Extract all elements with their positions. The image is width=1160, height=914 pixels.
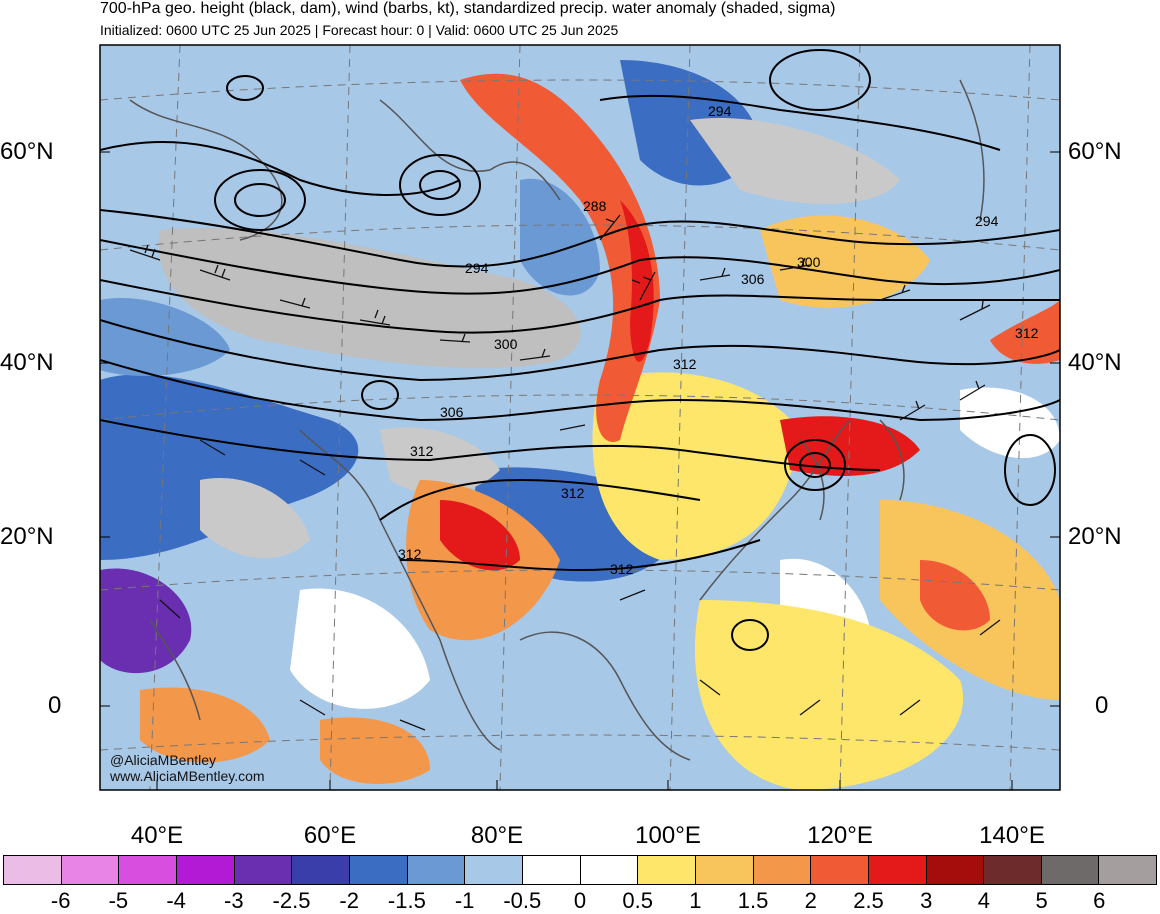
colorbar-label: 0: [573, 888, 587, 913]
coastlines: [129, 79, 985, 761]
lat-label-20n-right: 20°N: [1068, 523, 1122, 550]
colorbar-label: 1: [689, 888, 702, 913]
colorbar-label: -2: [339, 888, 359, 913]
anomaly-region-positive: [320, 717, 430, 784]
colorbar-label: -5: [108, 888, 129, 913]
contour-label: 312: [1015, 325, 1039, 341]
colorbar-box: [465, 856, 523, 884]
contour-labels: 294 288 294 300 306 300 294 312 306 312 …: [398, 103, 1039, 577]
anomaly-region-max-positive: [440, 500, 520, 571]
map-frame: [99, 44, 1061, 791]
wind-barbs: [129, 214, 1001, 731]
height-contours: [100, 49, 1060, 651]
colorbar-box: [349, 856, 408, 884]
axis-ticks: [100, 151, 1060, 790]
colorbar-box: [176, 856, 235, 884]
contour-label: 312: [398, 546, 422, 562]
lat-label-equator: 0: [48, 692, 62, 719]
lat-label-40n-right: 40°N: [1068, 349, 1122, 376]
colorbar-label: -2.5: [272, 888, 311, 913]
anomaly-region-strong-positive: [990, 300, 1060, 364]
colorbar-label: -0.5: [503, 888, 542, 913]
lon-label-60e: 60°E: [303, 822, 357, 849]
contour-label: 294: [708, 103, 732, 119]
colorbar-label: 2.5: [853, 888, 884, 913]
contour-label: 306: [440, 404, 464, 420]
colorbar-box: [753, 856, 812, 884]
contour-label: 312: [673, 356, 697, 372]
colorbar-box: [638, 856, 696, 884]
contour-label: 294: [975, 213, 999, 229]
contour-label: 312: [410, 443, 434, 459]
colorbar-box: [234, 856, 293, 884]
colorbar-box: [292, 856, 350, 884]
colorbar-box: [522, 856, 581, 884]
colorbar: [3, 855, 1157, 885]
anomaly-region-negative: [100, 374, 359, 560]
colorbar-box: [580, 856, 639, 884]
lat-label-60n: 60°N: [0, 138, 54, 165]
lat-label-60n-right: 60°N: [1068, 138, 1122, 165]
colorbar-box: [926, 856, 985, 884]
anomaly-region-positive: [760, 215, 930, 308]
colorbar-box: [119, 856, 177, 884]
lat-label-20n: 20°N: [0, 523, 54, 550]
colorbar-box: [811, 856, 869, 884]
anomaly-region-zero: [960, 387, 1060, 459]
anomaly-region-positive: [592, 372, 800, 560]
anomaly-region-positive: [694, 600, 964, 790]
anomaly-region-positive: [140, 687, 270, 763]
colorbar-box: [61, 856, 120, 884]
contour-label: 312: [610, 561, 634, 577]
colorbar-label: -1: [454, 888, 475, 913]
anomaly-region-neutral: [690, 118, 900, 204]
lon-label-40e: 40°E: [130, 822, 184, 849]
colorbar-label: 1.5: [737, 888, 769, 913]
credit-handle: @AliciaMBentley: [110, 752, 217, 768]
anomaly-region-negative: [520, 178, 600, 296]
colorbar-label: -4: [166, 888, 186, 913]
anomaly-region-strong-positive: [920, 560, 990, 631]
lon-label-100e: 100°E: [635, 822, 701, 849]
colorbar-box: [4, 856, 62, 884]
anomaly-region-neutral: [380, 427, 500, 494]
anomaly-region-zero: [290, 588, 430, 709]
colorbar-label: -6: [50, 888, 71, 913]
colorbar-label: 4: [977, 888, 991, 913]
colorbar-box: [1041, 856, 1100, 884]
lat-label-40n: 40°N: [0, 349, 54, 376]
lon-label-80e: 80°E: [470, 822, 524, 849]
colorbar-label: 5: [1035, 888, 1048, 913]
colorbar-box: [868, 856, 927, 884]
colorbar-box: [984, 856, 1042, 884]
contour-label: 288: [583, 198, 607, 214]
contour-label: 312: [561, 485, 585, 501]
lat-label-equator-right: 0: [1095, 692, 1109, 719]
anomaly-plume-core: [620, 200, 654, 362]
lon-label-140e: 140°E: [979, 822, 1045, 849]
colorbar-box: [407, 856, 466, 884]
colorbar-label: 3: [920, 888, 933, 913]
colorbar-label: -1.5: [387, 888, 426, 913]
colorbar-box: [695, 856, 754, 884]
anomaly-region-strong-negative: [100, 568, 192, 674]
contour-label: 300: [797, 254, 821, 270]
colorbar-label: 6: [1093, 888, 1106, 913]
credit-website: www.AliciaMBentley.com: [110, 768, 265, 784]
anomaly-region-neutral: [200, 478, 310, 559]
colorbar-box: [1099, 856, 1157, 884]
contour-label: 300: [494, 336, 518, 352]
colorbar-label: 2: [804, 888, 817, 913]
map-title: 700-hPa geo. height (black, dam), wind (…: [100, 0, 836, 17]
colorbar-label: -3: [224, 888, 244, 913]
contour-label: 306: [741, 271, 765, 287]
map-subtitle: Initialized: 0600 UTC 25 Jun 2025 | Fore…: [100, 22, 619, 38]
colorbar-label: 0.5: [622, 888, 653, 913]
lon-label-120e: 120°E: [807, 822, 873, 849]
anomaly-plume: [460, 73, 660, 442]
contour-label: 294: [465, 260, 489, 276]
